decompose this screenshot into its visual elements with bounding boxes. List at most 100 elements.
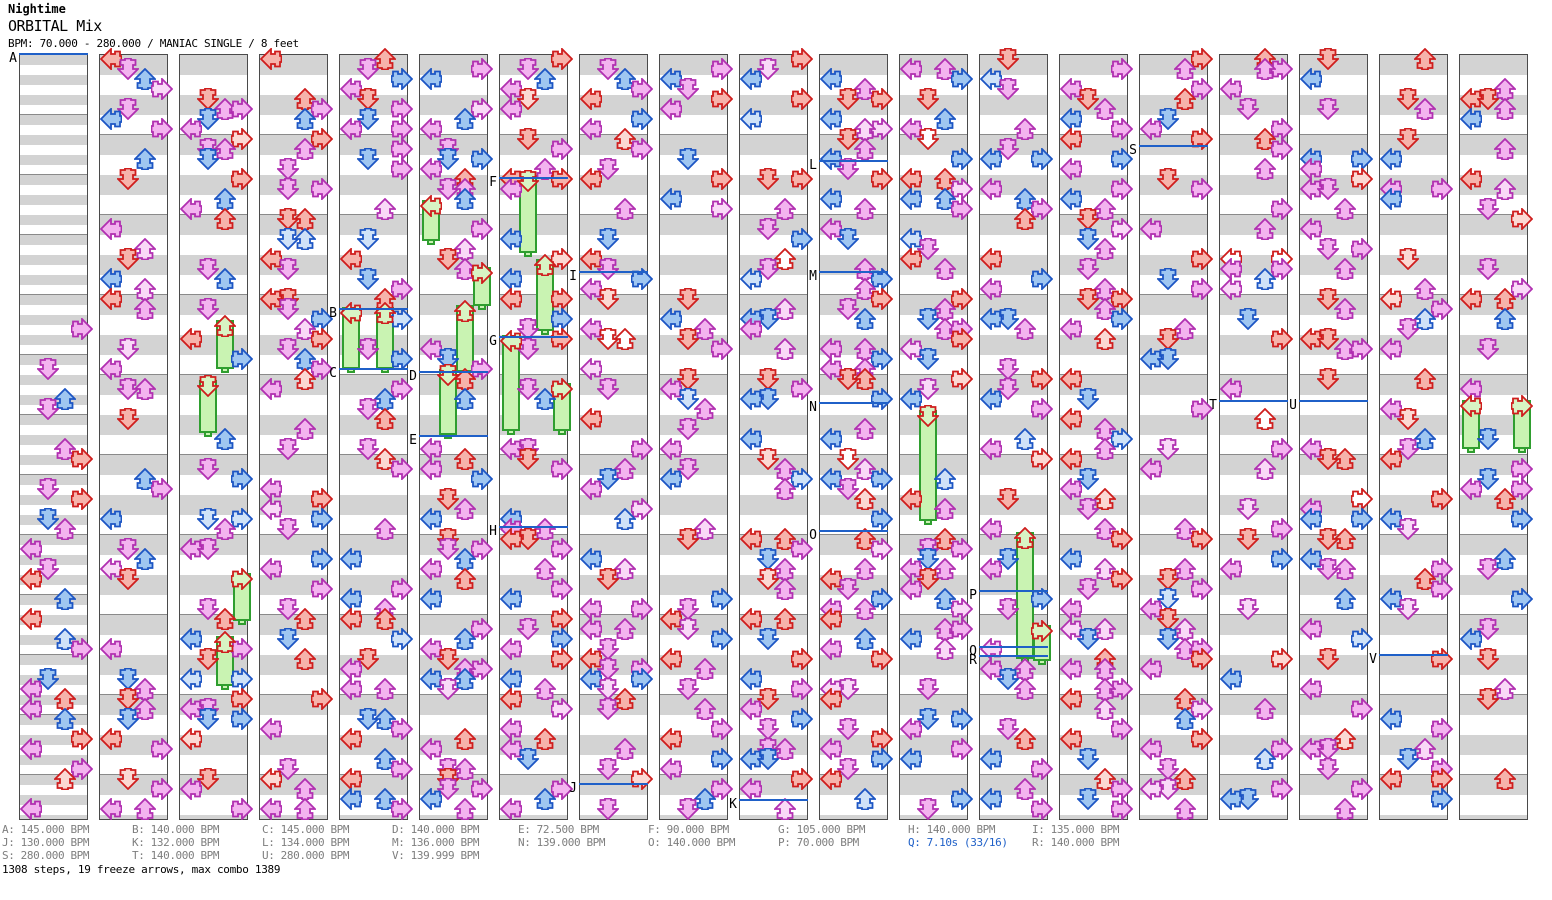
arrow-up-icon xyxy=(852,307,878,331)
arrow-down-icon xyxy=(275,157,301,181)
arrow-up-icon xyxy=(932,527,958,551)
arrow-left-icon xyxy=(1219,556,1243,582)
arrow-up-icon xyxy=(852,457,878,481)
arrow-up-icon xyxy=(1092,327,1118,351)
arrow-left-icon xyxy=(739,746,763,772)
freeze-arrow-body xyxy=(216,320,234,369)
arrow-left-icon xyxy=(659,436,683,462)
arrow-down-icon xyxy=(995,487,1021,511)
arrow-down-icon xyxy=(675,147,701,171)
freeze-arrow-body xyxy=(919,410,937,521)
arrow-right-icon xyxy=(1190,176,1214,202)
bpm-marker-line-I xyxy=(579,271,648,273)
arrow-left-icon xyxy=(1059,106,1083,132)
freeze-arrow-tail xyxy=(444,435,452,439)
arrow-right-icon xyxy=(870,646,894,672)
arrow-down-icon xyxy=(675,287,701,311)
arrow-left-icon xyxy=(899,56,923,82)
arrow-up-icon xyxy=(372,607,398,631)
arrow-left-icon xyxy=(1379,186,1403,212)
arrow-left-icon xyxy=(579,356,603,382)
arrow-down-icon xyxy=(755,447,781,471)
arrow-up-icon xyxy=(292,87,318,111)
arrow-up-icon xyxy=(1012,117,1038,141)
arrow-right-icon xyxy=(1510,276,1534,302)
chart-column-7 xyxy=(499,46,574,822)
legend-entry-H: H: 140.000 BPM xyxy=(908,823,996,836)
arrow-down-icon xyxy=(835,477,861,501)
arrow-right-icon xyxy=(390,576,414,602)
freeze-arrow-body xyxy=(342,307,360,369)
arrow-left-icon xyxy=(819,766,843,792)
arrow-down-icon xyxy=(1155,267,1181,291)
freeze-arrow-tail xyxy=(221,369,229,373)
arrow-left-icon xyxy=(819,66,843,92)
legend-entry-T: T: 140.000 BPM xyxy=(132,849,220,862)
arrow-up-icon xyxy=(292,607,318,631)
arrow-down-icon xyxy=(35,557,61,581)
arrow-down-icon xyxy=(195,87,221,111)
freeze-arrow-body xyxy=(519,175,537,253)
legend-entry-D: D: 140.000 BPM xyxy=(392,823,480,836)
arrow-down-icon xyxy=(675,677,701,701)
arrow-down-icon xyxy=(275,757,301,781)
arrow-left-icon xyxy=(1139,216,1163,242)
arrow-up-icon xyxy=(932,587,958,611)
arrow-right-icon xyxy=(950,316,974,342)
arrow-left-icon xyxy=(739,386,763,412)
arrow-down-icon xyxy=(755,257,781,281)
arrow-up-icon xyxy=(1172,517,1198,541)
arrow-left-icon xyxy=(739,696,763,722)
freeze-arrow-body xyxy=(376,307,394,369)
arrow-left-icon xyxy=(899,246,923,272)
arrow-up-icon xyxy=(212,97,238,121)
arrow-down-icon xyxy=(675,617,701,641)
bpm-marker-line-V xyxy=(1379,654,1448,656)
arrow-left-icon xyxy=(819,566,843,592)
arrow-up-icon xyxy=(132,677,158,701)
arrow-down-icon xyxy=(755,217,781,241)
arrow-up-icon xyxy=(1012,677,1038,701)
arrow-up-icon xyxy=(852,367,878,391)
arrow-down-icon xyxy=(1235,597,1261,621)
arrow-left-icon xyxy=(1059,126,1083,152)
arrow-up-icon xyxy=(452,757,478,781)
arrow-up-icon xyxy=(692,657,718,681)
arrow-down-icon xyxy=(675,597,701,621)
arrow-up-icon xyxy=(1252,157,1278,181)
arrow-up-icon xyxy=(1092,487,1118,511)
arrow-right-icon xyxy=(630,496,654,522)
arrow-down-icon xyxy=(1075,227,1101,251)
arrow-down-icon xyxy=(515,377,541,401)
arrow-right-icon xyxy=(390,96,414,122)
arrow-left-icon xyxy=(899,336,923,362)
arrow-left-icon xyxy=(579,276,603,302)
arrow-up-icon xyxy=(1492,547,1518,571)
arrow-up-icon xyxy=(932,637,958,661)
arrow-left-icon xyxy=(579,86,603,112)
arrow-up-icon xyxy=(1092,617,1118,641)
arrow-right-icon xyxy=(950,66,974,92)
arrow-up-icon xyxy=(772,337,798,361)
arrow-down-icon xyxy=(1315,737,1341,761)
arrow-down-icon xyxy=(1395,87,1421,111)
arrow-left-icon xyxy=(819,466,843,492)
arrow-left-icon xyxy=(1059,686,1083,712)
arrow-right-icon xyxy=(790,86,814,112)
arrow-left-icon xyxy=(1379,176,1403,202)
arrow-down-icon xyxy=(1315,647,1341,671)
arrow-right-icon xyxy=(230,636,254,662)
arrow-right-icon xyxy=(1270,56,1294,82)
arrow-up-icon xyxy=(1252,127,1278,151)
arrow-left-icon xyxy=(339,766,363,792)
arrow-left-icon xyxy=(1379,586,1403,612)
arrow-down-icon xyxy=(1475,257,1501,281)
arrow-right-icon xyxy=(1270,436,1294,462)
arrow-up-icon xyxy=(1252,697,1278,721)
arrow-down-icon xyxy=(435,777,461,801)
arrow-up-icon xyxy=(1412,97,1438,121)
arrow-left-icon xyxy=(259,246,283,272)
arrow-down-icon xyxy=(115,767,141,791)
arrow-right-icon xyxy=(1430,176,1454,202)
arrow-down-icon xyxy=(1155,167,1181,191)
